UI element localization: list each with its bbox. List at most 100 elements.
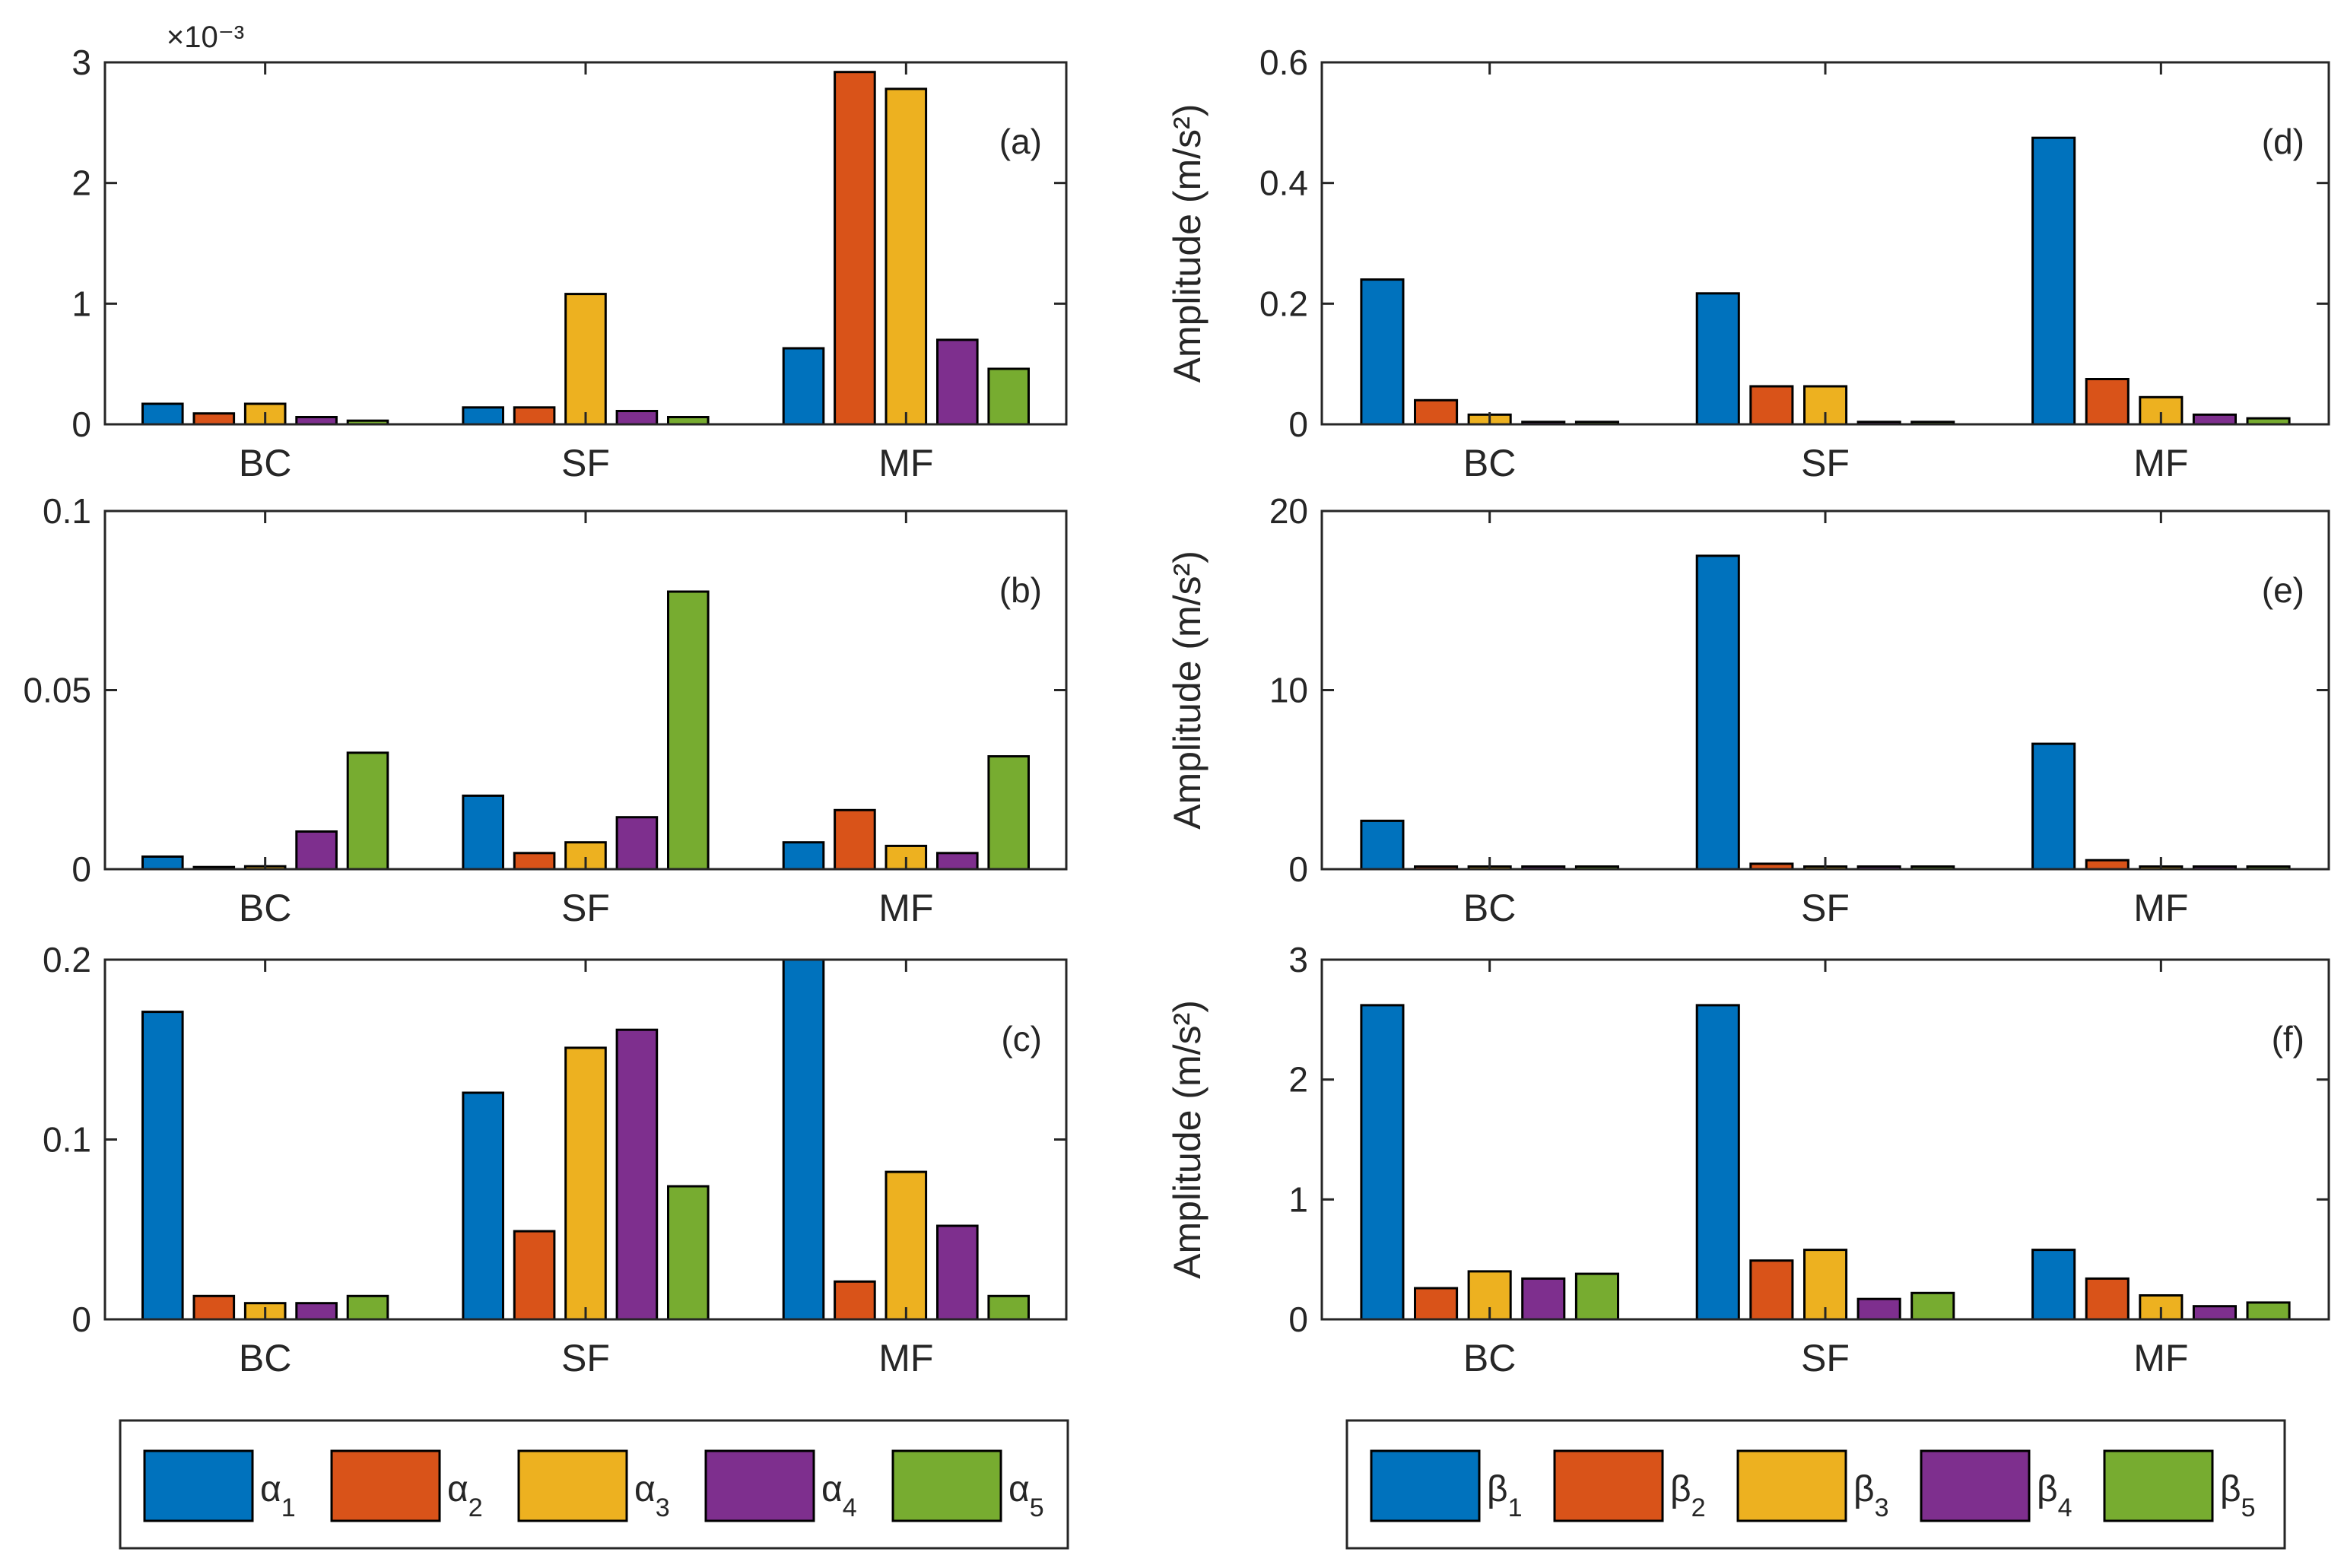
y-tick-label: 0.2 xyxy=(1259,284,1308,323)
subplot-e: 0 10 20 BC SF MF (e) Amplitude (m/s²) xyxy=(1166,491,2330,929)
bar-d-mf-series1 xyxy=(2031,136,2076,426)
bar-e-bc-series1 xyxy=(1360,819,1405,871)
x-tick-label: SF xyxy=(561,1337,610,1379)
bar-c-sf-series3 xyxy=(564,1046,607,1321)
bar-a-sf-series1 xyxy=(462,406,505,426)
x-tick-label: MF xyxy=(878,442,933,484)
y-tick-label: 20 xyxy=(1269,491,1308,531)
y-tick-label: 1 xyxy=(1288,1179,1308,1219)
bar-f-mf-series5 xyxy=(2246,1301,2291,1321)
y-tick-label: 0.6 xyxy=(1259,43,1308,82)
legend-beta: β1 β2 β3 β4 β5 xyxy=(1345,1419,2286,1550)
bar-b-sf-series1 xyxy=(462,794,505,871)
y-axis-label: Amplitude (m/s²) xyxy=(1166,1000,1209,1279)
bar-e-sf-series1 xyxy=(1695,554,1740,871)
y-tick-label: 3 xyxy=(71,43,91,82)
y-tick-label: 0 xyxy=(71,849,91,889)
legend-swatch xyxy=(1736,1449,1847,1522)
bar-b-bc-series4 xyxy=(295,830,338,871)
legend-swatch xyxy=(891,1449,1002,1522)
plot-area xyxy=(1322,62,2329,424)
bar-b-bc-series1 xyxy=(141,855,184,871)
x-tick-label: BC xyxy=(239,1337,291,1379)
legend-swatch xyxy=(2103,1449,2214,1522)
panel-tag: (c) xyxy=(1001,1019,1042,1059)
legend-swatch xyxy=(1920,1449,2031,1522)
subplot-f: 0 1 2 3 BC SF MF (f) Amplitude (m/s²) xyxy=(1166,940,2330,1379)
bar-a-sf-series2 xyxy=(513,406,556,426)
y-tick-label: 0.2 xyxy=(43,940,91,979)
bar-b-mf-series2 xyxy=(834,808,876,871)
bar-b-mf-series5 xyxy=(987,755,1031,871)
bar-f-sf-series2 xyxy=(1749,1259,1794,1321)
bar-c-bc-series5 xyxy=(346,1294,389,1321)
y-tick-label: 0 xyxy=(1288,849,1308,889)
bar-d-sf-series1 xyxy=(1695,292,1740,426)
x-tick-label: MF xyxy=(2133,442,2188,484)
bar-a-bc-series2 xyxy=(192,412,236,426)
y-tick-label: 0.1 xyxy=(43,491,91,531)
bar-b-sf-series5 xyxy=(667,590,710,871)
x-tick-label: SF xyxy=(561,442,610,484)
bar-a-mf-series1 xyxy=(782,347,825,426)
panel-tag: (f) xyxy=(2272,1019,2304,1059)
x-tick-label: BC xyxy=(1463,442,1516,484)
bar-b-mf-series1 xyxy=(782,841,825,871)
bar-c-mf-series4 xyxy=(936,1224,979,1321)
bar-a-sf-series3 xyxy=(564,293,607,426)
bar-a-mf-series4 xyxy=(936,338,979,426)
x-tick-label: MF xyxy=(2133,887,2188,929)
x-tick-label: MF xyxy=(878,1337,933,1379)
bar-f-bc-series5 xyxy=(1574,1272,1619,1321)
subplot-d: 0 0.2 0.4 0.6 BC SF MF (d) Amplitude (m/s²) xyxy=(1166,43,2330,484)
bar-d-mf-series2 xyxy=(2085,378,2130,426)
bar-d-bc-series1 xyxy=(1360,278,1405,426)
bar-c-bc-series1 xyxy=(141,1011,184,1321)
x-tick-label: MF xyxy=(2133,1337,2188,1379)
x-tick-label: SF xyxy=(1801,442,1850,484)
x-tick-label: BC xyxy=(239,887,291,929)
bar-c-bc-series4 xyxy=(295,1302,338,1321)
plot-area xyxy=(105,511,1066,869)
bar-a-bc-series1 xyxy=(141,402,184,426)
x-tick-label: BC xyxy=(1463,1337,1516,1379)
y-exponent-label: ×10⁻³ xyxy=(167,21,244,54)
y-axis-label: Amplitude (m/s²) xyxy=(1166,551,1209,830)
bar-a-mf-series3 xyxy=(885,87,928,426)
y-tick-label: 0 xyxy=(71,1300,91,1339)
y-tick-label: 10 xyxy=(1269,671,1308,710)
panel-tag: (b) xyxy=(999,570,1042,610)
bar-b-mf-series4 xyxy=(936,852,979,871)
bar-b-sf-series4 xyxy=(615,816,659,871)
bar-c-sf-series2 xyxy=(513,1230,556,1321)
bar-f-bc-series4 xyxy=(1521,1277,1566,1321)
bar-f-sf-series1 xyxy=(1695,1004,1740,1321)
bar-f-sf-series5 xyxy=(1910,1291,1955,1321)
bar-e-mf-series1 xyxy=(2031,742,2076,871)
bar-c-mf-series2 xyxy=(834,1280,876,1321)
x-tick-label: SF xyxy=(561,887,610,929)
panel-tag: (d) xyxy=(2262,122,2304,161)
bar-d-sf-series2 xyxy=(1749,385,1794,426)
legend-alpha: α1 α2 α3 α4 α5 xyxy=(119,1419,1069,1550)
bar-b-bc-series5 xyxy=(346,751,389,871)
y-tick-label: 0 xyxy=(1288,1300,1308,1339)
bar-c-mf-series1 xyxy=(782,958,825,1321)
bar-c-sf-series5 xyxy=(667,1185,710,1321)
bar-c-mf-series5 xyxy=(987,1294,1031,1321)
x-tick-label: SF xyxy=(1801,887,1850,929)
legend-swatch xyxy=(704,1449,815,1522)
bar-c-sf-series1 xyxy=(462,1091,505,1321)
bar-f-bc-series1 xyxy=(1360,1004,1405,1321)
x-tick-label: MF xyxy=(878,887,933,929)
bar-e-mf-series2 xyxy=(2085,859,2130,871)
plot-area xyxy=(1322,511,2329,869)
bar-c-bc-series2 xyxy=(192,1294,236,1321)
legend-swatch xyxy=(330,1449,441,1522)
panel-tag: (a) xyxy=(999,122,1042,161)
panel-tag: (e) xyxy=(2262,570,2304,610)
y-tick-label: 0.4 xyxy=(1259,163,1308,203)
